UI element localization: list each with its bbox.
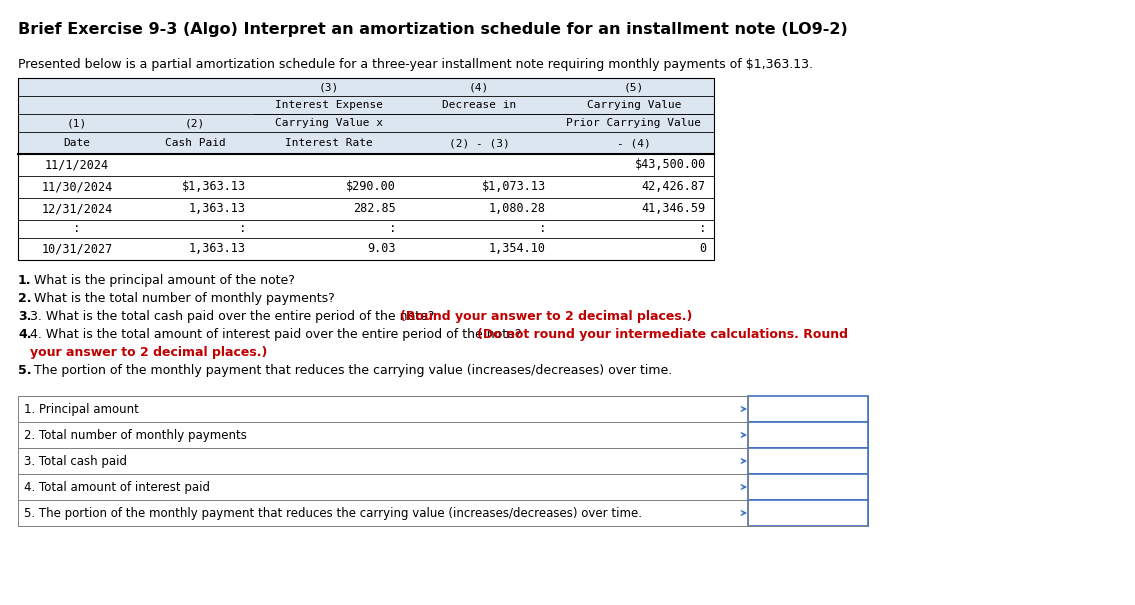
Text: $43,500.00: $43,500.00 <box>634 159 706 171</box>
Bar <box>18 396 868 422</box>
Bar <box>18 474 868 500</box>
Text: $290.00: $290.00 <box>346 180 396 194</box>
Text: Carrying Value: Carrying Value <box>587 100 681 110</box>
Text: 4. Total amount of interest paid: 4. Total amount of interest paid <box>24 480 210 494</box>
Text: 2. Total number of monthly payments: 2. Total number of monthly payments <box>24 428 247 442</box>
Text: (2): (2) <box>185 118 205 128</box>
Text: 11/30/2024: 11/30/2024 <box>41 180 112 194</box>
Text: 5.: 5. <box>18 364 32 377</box>
Text: :: : <box>698 223 706 235</box>
Text: :: : <box>74 223 81 235</box>
Text: $1,363.13: $1,363.13 <box>182 180 246 194</box>
Text: :: : <box>538 223 546 235</box>
Text: Cash Paid: Cash Paid <box>165 138 226 148</box>
Text: 1,363.13: 1,363.13 <box>190 203 246 215</box>
Text: 42,426.87: 42,426.87 <box>642 180 706 194</box>
Bar <box>18 396 868 526</box>
Text: 1. Principal amount: 1. Principal amount <box>24 402 138 416</box>
Text: (5): (5) <box>624 82 645 92</box>
Text: What is the principal amount of the note?: What is the principal amount of the note… <box>30 274 295 287</box>
Bar <box>18 78 714 260</box>
Text: your answer to 2 decimal places.): your answer to 2 decimal places.) <box>30 346 268 359</box>
Text: 11/1/2024: 11/1/2024 <box>45 159 109 171</box>
Text: (Round your answer to 2 decimal places.): (Round your answer to 2 decimal places.) <box>400 310 692 323</box>
Text: :: : <box>238 223 246 235</box>
Text: (2) - (3): (2) - (3) <box>448 138 510 148</box>
Text: (3): (3) <box>319 82 339 92</box>
Text: Interest Rate: Interest Rate <box>285 138 373 148</box>
Bar <box>748 422 868 448</box>
Bar <box>18 422 868 448</box>
Bar <box>18 448 868 474</box>
Bar <box>18 154 714 260</box>
Text: Presented below is a partial amortization schedule for a three-year installment : Presented below is a partial amortizatio… <box>18 58 813 71</box>
Text: $1,073.13: $1,073.13 <box>482 180 546 194</box>
Text: Interest Expense: Interest Expense <box>275 100 382 110</box>
Text: 12/31/2024: 12/31/2024 <box>41 203 112 215</box>
Text: (1): (1) <box>67 118 87 128</box>
Text: 0: 0 <box>699 243 706 255</box>
Text: 3.: 3. <box>18 310 32 323</box>
Text: 1,354.10: 1,354.10 <box>489 243 546 255</box>
Bar <box>748 500 868 526</box>
Text: 4.: 4. <box>18 328 32 341</box>
Text: Decrease in: Decrease in <box>442 100 516 110</box>
Bar <box>748 448 868 474</box>
Text: Carrying Value x: Carrying Value x <box>275 118 382 128</box>
Text: 9.03: 9.03 <box>368 243 396 255</box>
Bar <box>748 396 868 422</box>
Text: 4. What is the total amount of interest paid over the entire period of the note?: 4. What is the total amount of interest … <box>30 328 526 341</box>
Text: 2.: 2. <box>18 292 32 305</box>
Text: 10/31/2027: 10/31/2027 <box>41 243 112 255</box>
Text: 1.: 1. <box>18 274 32 287</box>
Text: 3. What is the total cash paid over the entire period of the note?: 3. What is the total cash paid over the … <box>30 310 438 323</box>
Text: (4): (4) <box>469 82 489 92</box>
Text: Brief Exercise 9-3 (Algo) Interpret an amortization schedule for an installment : Brief Exercise 9-3 (Algo) Interpret an a… <box>18 22 848 37</box>
Text: 1,363.13: 1,363.13 <box>190 243 246 255</box>
Text: 282.85: 282.85 <box>353 203 396 215</box>
Text: - (4): - (4) <box>617 138 650 148</box>
Text: (Do not round your intermediate calculations. Round: (Do not round your intermediate calculat… <box>477 328 848 341</box>
Text: The portion of the monthly payment that reduces the carrying value (increases/de: The portion of the monthly payment that … <box>30 364 672 377</box>
Text: 3. Total cash paid: 3. Total cash paid <box>24 454 127 468</box>
Bar <box>748 474 868 500</box>
Text: Date: Date <box>64 138 91 148</box>
Text: What is the total number of monthly payments?: What is the total number of monthly paym… <box>30 292 335 305</box>
Bar <box>18 78 714 154</box>
Bar <box>18 500 868 526</box>
Text: 41,346.59: 41,346.59 <box>642 203 706 215</box>
Text: 5. The portion of the monthly payment that reduces the carrying value (increases: 5. The portion of the monthly payment th… <box>24 506 642 520</box>
Text: 1,080.28: 1,080.28 <box>489 203 546 215</box>
Text: Prior Carrying Value: Prior Carrying Value <box>566 118 701 128</box>
Text: :: : <box>388 223 396 235</box>
